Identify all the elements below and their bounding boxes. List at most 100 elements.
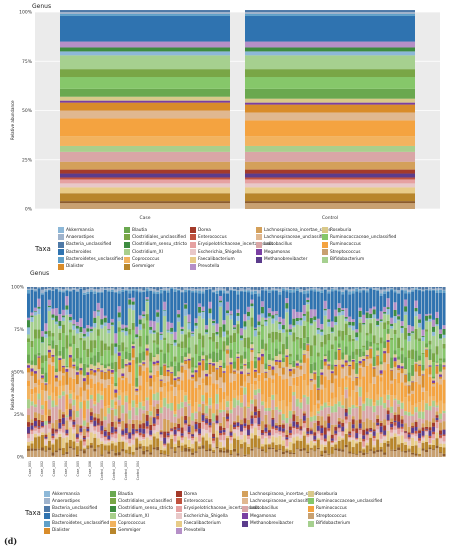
bar-segment (323, 308, 327, 311)
bar-segment (351, 338, 355, 342)
bar-segment (379, 422, 383, 427)
bar-segment (198, 355, 202, 362)
bar-segment (400, 402, 404, 409)
bar-segment (344, 428, 348, 434)
bar-segment (285, 423, 289, 431)
bar-segment (355, 437, 359, 439)
bar-segment (274, 425, 278, 426)
bar-segment (344, 408, 348, 413)
bar-segment (110, 434, 114, 438)
bar-segment (194, 372, 198, 382)
legend-label: Erysipelotrichaceae_incertae_sedis (184, 506, 260, 512)
bar-segment (246, 406, 250, 409)
bar-segment (65, 437, 69, 443)
bar-segment (372, 356, 376, 367)
bar-segment (418, 411, 422, 419)
bar-segment (33, 289, 37, 291)
bar-segment (198, 361, 202, 363)
bar-segment (414, 436, 418, 442)
legend-label: Lachnospiracea_incertae_sedis (264, 227, 331, 233)
bar-segment (309, 435, 313, 441)
bar-segment (142, 287, 146, 291)
bar-segment (253, 358, 257, 362)
bar-segment (421, 423, 425, 428)
bar-segment (264, 436, 268, 438)
bar-segment (58, 409, 62, 419)
bar-segment (107, 329, 111, 331)
bar-segment (274, 290, 278, 312)
bar-segment (257, 388, 261, 393)
bar-segment (281, 413, 285, 421)
bar-segment (170, 343, 174, 345)
bar-segment (421, 374, 425, 376)
bar-segment (260, 317, 264, 325)
bar-segment (75, 411, 79, 418)
bar-segment (372, 453, 376, 457)
bar-segment (285, 447, 289, 450)
bar-segment (421, 329, 425, 336)
bar-segment (365, 431, 369, 435)
bar-segment (344, 354, 348, 361)
bar-segment (327, 333, 331, 341)
bar-segment (292, 327, 296, 333)
bar-segment (110, 450, 114, 457)
bar-segment (309, 290, 313, 310)
legend-label: Roseburia (316, 491, 338, 497)
legend-swatch (124, 256, 130, 263)
bar-segment (302, 315, 306, 321)
bar-segment (281, 454, 285, 457)
bar-segment (61, 411, 65, 415)
bar-segment (299, 362, 303, 366)
bar-segment (205, 332, 209, 335)
bar-segment (292, 443, 296, 453)
bar-segment (274, 359, 278, 362)
bar-segment (299, 430, 303, 435)
bar-segment (233, 333, 236, 343)
bar-segment (145, 382, 149, 398)
bar-segment (309, 379, 313, 381)
bar-segment (215, 415, 219, 421)
bar-segment (414, 420, 418, 422)
bar-segment (61, 346, 65, 359)
bar-segment (191, 367, 195, 371)
bar-segment (285, 289, 289, 292)
bar-segment (47, 290, 51, 300)
bar-segment (243, 455, 247, 457)
bar-segment (365, 319, 369, 333)
bar-segment (393, 412, 397, 416)
bar-segment (316, 430, 320, 432)
bar-segment (267, 447, 271, 450)
bar-segment (131, 434, 135, 436)
bar-segment (257, 335, 261, 352)
bar-segment (226, 418, 229, 422)
bar-segment (306, 358, 310, 386)
bar-segment (404, 452, 408, 457)
bar-segment (60, 203, 230, 209)
bar-segment (288, 452, 292, 454)
legend-item: Bacteria_unclassified (58, 241, 124, 248)
bar-segment (355, 349, 359, 355)
bar-segment (82, 333, 86, 337)
bar-segment (117, 426, 121, 434)
bar-segment (86, 422, 90, 427)
bar-segment (96, 311, 100, 317)
bar-segment (58, 422, 62, 429)
bar-segment (100, 434, 104, 439)
bar-segment (65, 296, 69, 306)
bar-segment (246, 292, 250, 307)
bar-segment (245, 187, 415, 194)
bar-segment (341, 437, 345, 440)
bar-segment (177, 403, 181, 410)
bar-segment (222, 287, 226, 289)
bar-segment (390, 317, 394, 324)
bar-segment (316, 329, 320, 334)
bar-segment (205, 376, 209, 386)
bar-segment (47, 384, 51, 396)
x-tick-label: Case_005 (76, 461, 80, 476)
bar-segment (163, 431, 167, 438)
bar-segment (239, 287, 243, 289)
bar-segment (295, 287, 299, 289)
bar-segment (60, 169, 230, 174)
bar-segment (142, 406, 146, 411)
bar-segment (309, 440, 313, 448)
